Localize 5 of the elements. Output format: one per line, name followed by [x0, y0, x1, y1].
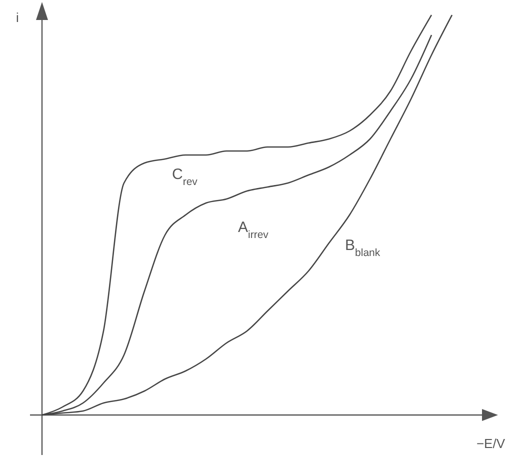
series-label: C$_{rev}$: [172, 166, 198, 188]
x-axis-title: −E/V: [476, 436, 506, 451]
series-label: A$_{irrev}$: [238, 219, 270, 241]
series-label: B$_{blank}$: [345, 237, 381, 259]
y-axis-title: i: [16, 10, 19, 25]
